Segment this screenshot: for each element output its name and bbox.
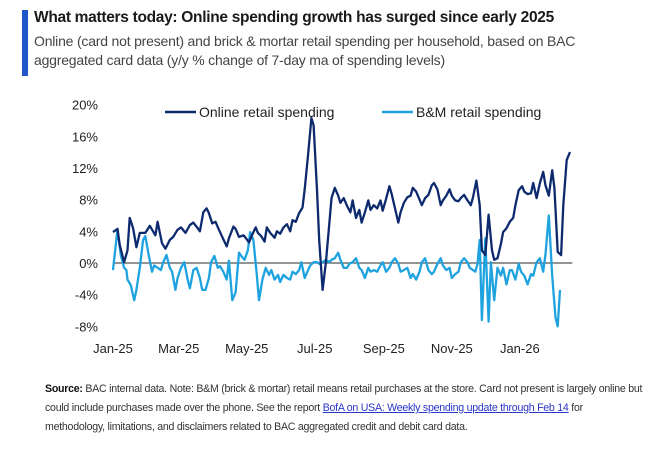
legend-label: B&M retail spending [416, 104, 541, 120]
x-tick-label: Jan-25 [93, 341, 133, 356]
y-tick-label: 12% [72, 161, 98, 176]
legend: Online retail spending B&M retail spendin… [165, 104, 541, 120]
x-tick-label: Nov-25 [431, 341, 473, 356]
footnote-text-2: for methodology, limitations, and discla… [45, 402, 583, 433]
y-tick-label: 8% [79, 193, 98, 208]
y-tick-label: 0% [79, 256, 98, 271]
chart-title: What matters today: Online spending grow… [34, 9, 554, 26]
y-tick-label: 4% [79, 224, 98, 239]
line-chart: 20% 16% 12% 8% 4% 0% -4% -8% Jan-25 Mar-25 May-25… [72, 98, 573, 356]
chart-subtitle: Online (card not present) and brick & mo… [34, 33, 576, 68]
y-tick-label: -4% [75, 288, 99, 303]
series-line-bm [111, 214, 562, 328]
source-label: Source: [45, 383, 83, 395]
x-tick-label: Sep-25 [363, 341, 405, 356]
x-tick-label: Jul-25 [297, 341, 332, 356]
y-axis: 20% 16% 12% 8% 4% 0% -4% -8% [72, 98, 98, 335]
y-tick-label: 16% [72, 129, 98, 144]
footnote-text-1: BAC internal data. Note: B&M (brick & mo… [45, 383, 643, 414]
x-tick-label: May-25 [225, 341, 268, 356]
x-axis: Jan-25 Mar-25 May-25 Jul-25 Sep-25 Nov-25 Jan-… [93, 341, 540, 356]
footnote: Source: BAC internal data. Note: B&M (br… [45, 380, 645, 437]
y-tick-label: 20% [72, 98, 98, 113]
title-accent-bar [22, 10, 28, 76]
series-layer [111, 116, 572, 328]
x-tick-label: Mar-25 [158, 341, 199, 356]
y-tick-label: -8% [75, 319, 99, 334]
x-tick-label: Jan-26 [500, 341, 540, 356]
report-link[interactable]: BofA on USA: Weekly spending update thro… [322, 402, 569, 414]
legend-label: Online retail spending [199, 104, 334, 120]
series-line-online [112, 116, 572, 292]
